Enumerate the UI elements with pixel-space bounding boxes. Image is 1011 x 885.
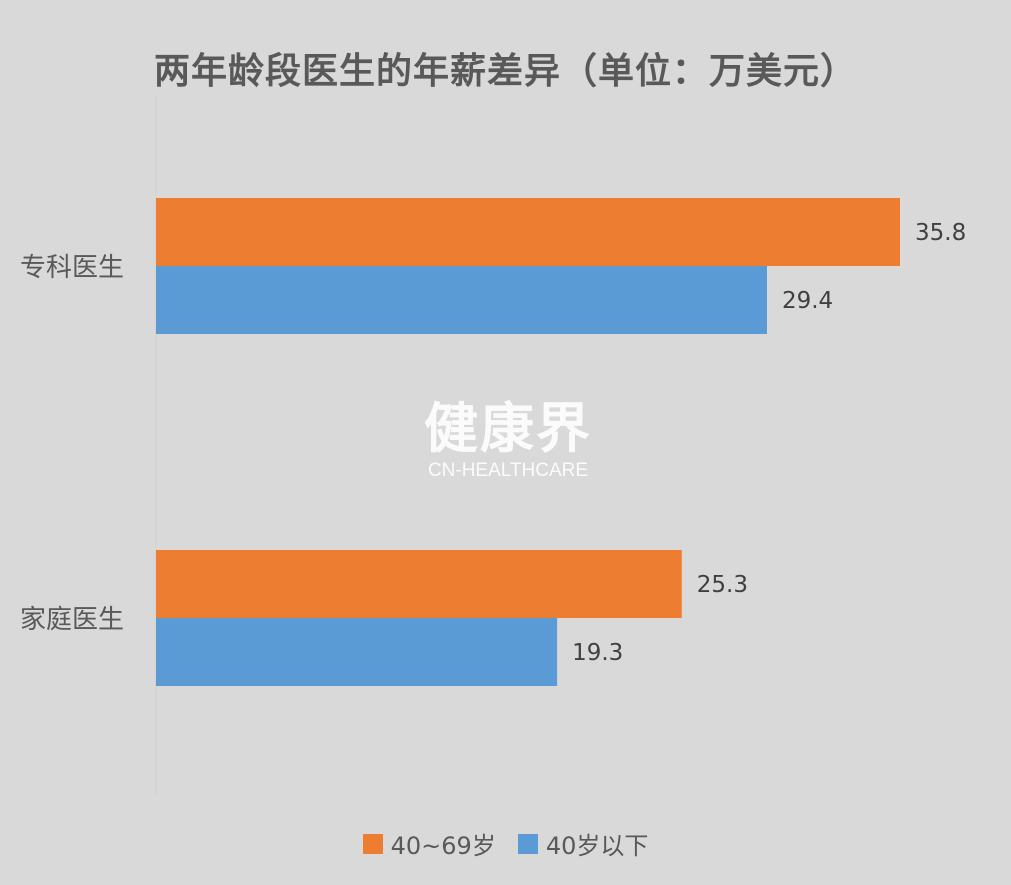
chart-legend: 40~69岁 40岁以下 <box>0 826 1011 861</box>
legend-item-series-1: 40~69岁 <box>362 826 496 861</box>
watermark-text: 健康界 <box>424 397 592 460</box>
data-label: 29.4 <box>782 288 833 314</box>
data-label: 25.3 <box>697 572 748 598</box>
watermark-subtext: CN-HEALTHCARE <box>427 460 589 481</box>
category-label: 专科医生 <box>20 253 124 283</box>
legend-swatch-series-2 <box>517 833 538 854</box>
bar <box>156 266 767 334</box>
bar <box>156 618 558 686</box>
data-label: 35.8 <box>915 220 966 246</box>
bar <box>156 550 682 618</box>
bar <box>156 198 900 266</box>
legend-item-series-2: 40岁以下 <box>517 826 649 861</box>
watermark-logo: 健康界 CN-HEALTHCARE <box>418 398 598 482</box>
legend-label-series-1: 40~69岁 <box>390 832 496 860</box>
legend-swatch-series-1 <box>362 833 383 854</box>
data-label: 19.3 <box>572 640 623 666</box>
category-label: 家庭医生 <box>20 605 124 635</box>
chart-title: 两年龄段医生的年薪差异（单位：万美元） <box>153 50 857 92</box>
legend-label-series-2: 40岁以下 <box>545 832 649 860</box>
